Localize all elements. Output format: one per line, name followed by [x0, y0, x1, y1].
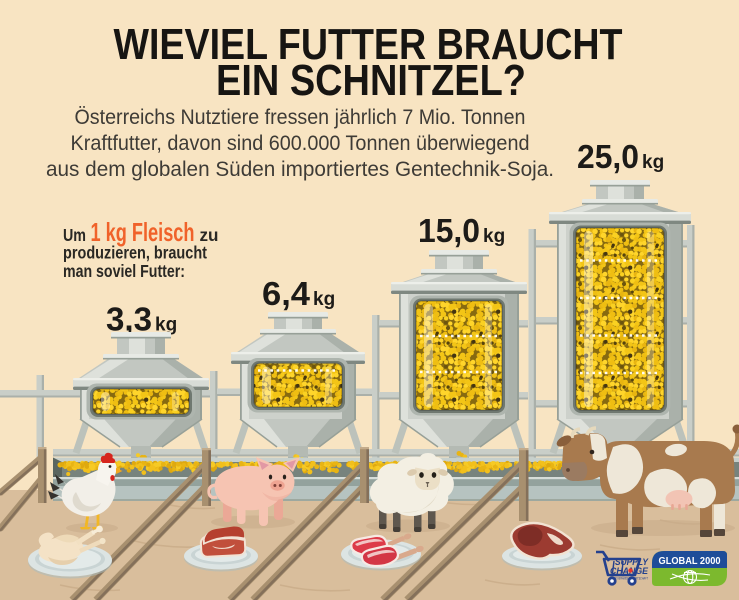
svg-text:Um: Um: [63, 225, 86, 245]
svg-text:produzieren, braucht: produzieren, braucht: [63, 243, 207, 263]
svg-text:man soviel Futter:: man soviel Futter:: [63, 261, 185, 281]
svg-text:WIR VERÄNDERN WIRTSCHAFT: WIR VERÄNDERN WIRTSCHAFT: [612, 577, 649, 581]
svg-text:kg: kg: [483, 226, 505, 247]
svg-text:kg: kg: [155, 315, 177, 336]
svg-text:15,0: 15,0: [418, 212, 480, 249]
svg-text:1 kg Fleisch: 1 kg Fleisch: [91, 217, 195, 247]
svg-text:aus dem globalen Süden importi: aus dem globalen Süden importiertes Gent…: [46, 158, 554, 181]
svg-text:EIN SCHNITZEL?: EIN SCHNITZEL?: [216, 56, 526, 105]
svg-text:zu: zu: [200, 225, 219, 245]
svg-text:WIEVIEL FUTTER BRAUCHT: WIEVIEL FUTTER BRAUCHT: [114, 20, 623, 69]
svg-text:Kraftfutter, davon sind 600.00: Kraftfutter, davon sind 600.000 Tonnen ü…: [71, 132, 530, 155]
svg-text:Österreichs Nutztiere fressen: Österreichs Nutztiere fressen jährlich 7…: [75, 106, 526, 129]
svg-text:kg: kg: [642, 152, 664, 173]
svg-text:6,4: 6,4: [262, 275, 311, 312]
svg-text:GLOBAL 2000: GLOBAL 2000: [659, 555, 721, 567]
svg-text:25,0: 25,0: [577, 138, 639, 175]
svg-text:3,3: 3,3: [106, 301, 152, 338]
svg-text:SUPPLY: SUPPLY: [615, 557, 649, 568]
svg-text:kg: kg: [313, 289, 335, 310]
